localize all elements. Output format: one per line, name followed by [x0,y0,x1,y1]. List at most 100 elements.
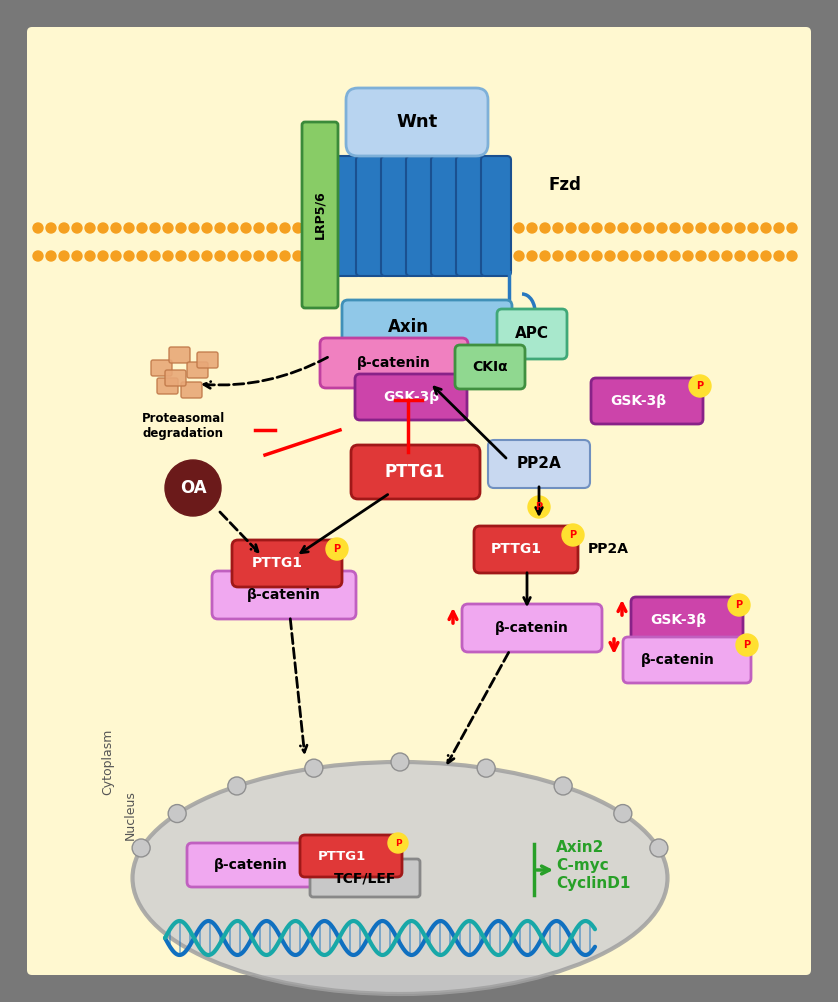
Circle shape [254,223,264,233]
Text: P: P [743,640,751,650]
Text: Cytoplasm: Cytoplasm [101,728,115,796]
Circle shape [215,223,225,233]
Circle shape [98,223,108,233]
Circle shape [345,223,355,233]
Text: Proteasomal
degradation: Proteasomal degradation [142,412,225,440]
FancyBboxPatch shape [431,156,461,276]
Circle shape [553,250,563,261]
FancyBboxPatch shape [181,382,202,398]
Circle shape [579,250,589,261]
FancyBboxPatch shape [212,571,356,619]
Circle shape [670,250,680,261]
Circle shape [165,460,221,516]
Circle shape [241,250,251,261]
Circle shape [176,250,186,261]
FancyBboxPatch shape [320,338,468,388]
Circle shape [449,250,459,261]
Circle shape [761,250,771,261]
Circle shape [618,250,628,261]
FancyBboxPatch shape [300,835,402,877]
Text: Fzd: Fzd [548,176,581,194]
Circle shape [774,250,784,261]
Text: β-catenin: β-catenin [247,588,321,602]
FancyBboxPatch shape [187,362,208,378]
Circle shape [306,223,316,233]
Circle shape [371,250,381,261]
Circle shape [566,223,576,233]
Circle shape [111,223,121,233]
Circle shape [228,777,246,795]
Text: PTTG1: PTTG1 [318,850,366,863]
Circle shape [98,250,108,261]
Text: P: P [570,530,577,540]
Circle shape [215,250,225,261]
FancyBboxPatch shape [165,370,186,386]
Text: β-catenin: β-catenin [495,621,569,635]
Circle shape [59,223,69,233]
Text: CKIα: CKIα [472,360,508,374]
Circle shape [254,250,264,261]
Circle shape [345,250,355,261]
Circle shape [46,223,56,233]
Text: C-myc: C-myc [556,858,608,873]
FancyBboxPatch shape [488,440,590,488]
Circle shape [280,223,290,233]
Circle shape [384,223,394,233]
Circle shape [528,496,550,518]
FancyBboxPatch shape [356,156,386,276]
Circle shape [709,223,719,233]
Text: LRP5/6: LRP5/6 [313,190,327,239]
FancyBboxPatch shape [497,309,567,359]
Text: PTTG1: PTTG1 [490,542,541,556]
FancyBboxPatch shape [197,352,218,368]
Circle shape [436,250,446,261]
FancyBboxPatch shape [623,637,751,683]
Circle shape [423,250,433,261]
FancyBboxPatch shape [302,122,338,308]
Circle shape [748,223,758,233]
Circle shape [592,250,602,261]
FancyBboxPatch shape [406,156,436,276]
Circle shape [527,223,537,233]
Circle shape [631,223,641,233]
Circle shape [709,250,719,261]
Circle shape [689,375,711,397]
Text: PTTG1: PTTG1 [251,556,303,570]
Text: P: P [395,839,401,848]
FancyBboxPatch shape [456,156,486,276]
Circle shape [540,250,550,261]
FancyBboxPatch shape [351,445,480,499]
Circle shape [358,250,368,261]
FancyBboxPatch shape [27,27,811,975]
Circle shape [33,223,43,233]
Circle shape [358,223,368,233]
Circle shape [488,250,498,261]
Circle shape [722,250,732,261]
Circle shape [72,223,82,233]
Circle shape [176,223,186,233]
Circle shape [657,223,667,233]
Text: P: P [696,381,704,391]
Circle shape [202,223,212,233]
FancyBboxPatch shape [355,374,467,420]
Circle shape [280,250,290,261]
Circle shape [787,223,797,233]
Text: APC: APC [515,327,549,342]
Circle shape [514,250,524,261]
Circle shape [111,250,121,261]
Circle shape [132,839,150,857]
FancyBboxPatch shape [346,88,488,156]
Circle shape [436,223,446,233]
FancyBboxPatch shape [187,843,315,887]
Circle shape [579,223,589,233]
Circle shape [228,223,238,233]
Circle shape [696,223,706,233]
Circle shape [59,250,69,261]
Circle shape [722,223,732,233]
Circle shape [787,250,797,261]
Circle shape [540,223,550,233]
Circle shape [644,223,654,233]
FancyBboxPatch shape [310,859,420,897]
FancyBboxPatch shape [151,360,172,376]
Circle shape [72,250,82,261]
